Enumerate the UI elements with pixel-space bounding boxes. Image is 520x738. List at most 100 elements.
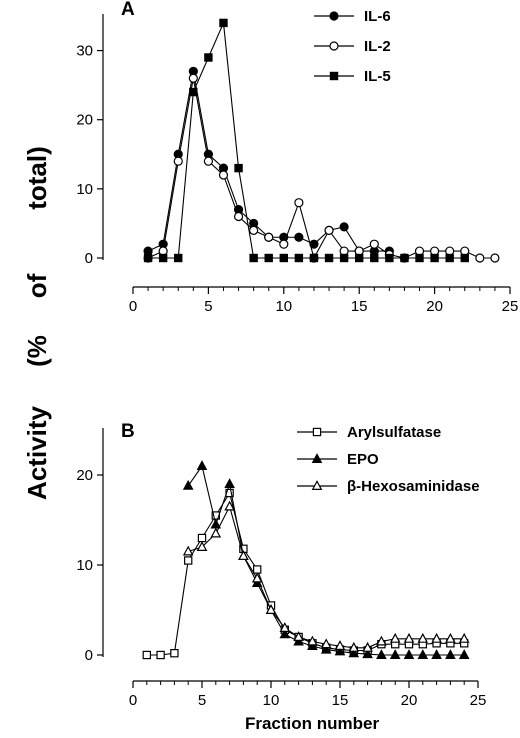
panel-letter: B <box>121 421 135 442</box>
data-point <box>320 643 332 654</box>
data-point <box>400 253 409 263</box>
data-point <box>197 533 207 543</box>
x-tick-label: 15 <box>332 692 349 709</box>
data-point <box>249 253 258 263</box>
data-point <box>307 635 318 646</box>
data-point <box>430 253 439 263</box>
data-point <box>431 649 442 660</box>
series-line <box>147 78 495 260</box>
y-axis-label-word: total) <box>22 146 52 210</box>
data-point <box>376 635 387 646</box>
data-point <box>389 649 401 660</box>
data-point <box>265 604 277 615</box>
data-point <box>403 632 415 643</box>
data-point <box>458 632 470 643</box>
data-point <box>233 211 244 222</box>
data-point <box>348 641 360 652</box>
data-point <box>403 649 415 660</box>
legend: Arylsulfatase EPO β-Hexosaminidase <box>297 424 480 495</box>
legend-marker <box>312 427 322 437</box>
data-point <box>249 225 259 235</box>
legend: IL-6 IL-2 IL-5 <box>314 8 391 85</box>
data-point <box>279 628 291 639</box>
data-point <box>251 572 263 583</box>
x-tick-label: 5 <box>204 298 212 315</box>
data-point <box>445 649 456 660</box>
series-line <box>147 71 390 252</box>
series-arylsulfatase <box>142 488 469 660</box>
series-line <box>148 20 465 259</box>
data-point <box>324 253 334 263</box>
data-point <box>294 232 304 242</box>
data-point <box>142 650 151 660</box>
y-tick-label: 30 <box>76 43 93 60</box>
data-point <box>355 253 364 263</box>
data-point <box>196 460 208 470</box>
legend-marker <box>311 480 323 490</box>
x-tick-label: 25 <box>470 692 487 709</box>
data-point <box>339 222 349 232</box>
x-tick-label: 0 <box>129 298 137 315</box>
data-point <box>445 632 456 643</box>
data-point <box>385 253 394 263</box>
data-point <box>218 170 229 180</box>
x-tick-label: 20 <box>401 692 418 709</box>
data-point <box>188 73 198 83</box>
legend-marker <box>329 11 339 21</box>
legend-marker <box>329 41 339 51</box>
x-tick-label: 25 <box>502 298 519 315</box>
y-tick-label: 0 <box>85 647 93 664</box>
data-point <box>264 253 273 263</box>
legend-marker <box>329 71 339 81</box>
data-point <box>170 648 179 658</box>
y-axis-label-word: (% <box>22 335 52 367</box>
data-point <box>309 253 319 263</box>
data-point <box>174 253 183 263</box>
panel-letter: A <box>121 0 135 20</box>
data-point <box>293 631 304 642</box>
y-axis-label-word: Activity <box>22 406 52 500</box>
y-axis-label: Activity (% of total) <box>22 146 52 500</box>
legend-marker <box>311 453 323 463</box>
data-point <box>490 253 500 263</box>
y-axis-label-word: of <box>22 273 52 298</box>
data-point <box>415 253 424 263</box>
data-point <box>238 550 249 561</box>
series-line <box>146 491 465 656</box>
data-point <box>158 253 168 263</box>
data-point <box>224 478 235 488</box>
data-point <box>475 253 485 263</box>
x-tick-label: 0 <box>129 692 137 709</box>
x-axis-label: Fraction number <box>245 714 380 733</box>
data-point <box>156 650 165 660</box>
data-point <box>224 500 235 511</box>
data-point <box>389 632 401 643</box>
data-point <box>369 239 379 249</box>
data-point <box>279 239 289 249</box>
data-point <box>264 232 274 242</box>
legend-label: β-Hexosaminidase <box>347 478 480 495</box>
legend-label: EPO <box>347 451 379 468</box>
series-il-2 <box>143 73 500 263</box>
data-point <box>362 641 373 652</box>
data-point <box>370 253 379 263</box>
x-tick-label: 5 <box>198 692 206 709</box>
data-point <box>204 53 213 62</box>
data-point <box>417 649 429 660</box>
x-tick-label: 10 <box>263 692 280 709</box>
y-tick-label: 10 <box>76 557 93 574</box>
data-point <box>203 156 213 166</box>
y-tick-label: 0 <box>85 250 93 267</box>
data-point <box>431 632 442 643</box>
series-line <box>188 504 465 649</box>
data-point <box>196 541 208 552</box>
data-point <box>294 253 304 263</box>
data-point <box>445 253 454 263</box>
panel-b-chart: B 0 10 20 0 5 10 15 20 25 Arylsulfatase EPO β-Hexosa… <box>76 421 486 709</box>
data-point <box>173 156 183 166</box>
data-point <box>458 649 470 660</box>
data-point <box>334 645 346 656</box>
legend-label: IL-5 <box>364 68 391 85</box>
data-point <box>143 253 153 263</box>
